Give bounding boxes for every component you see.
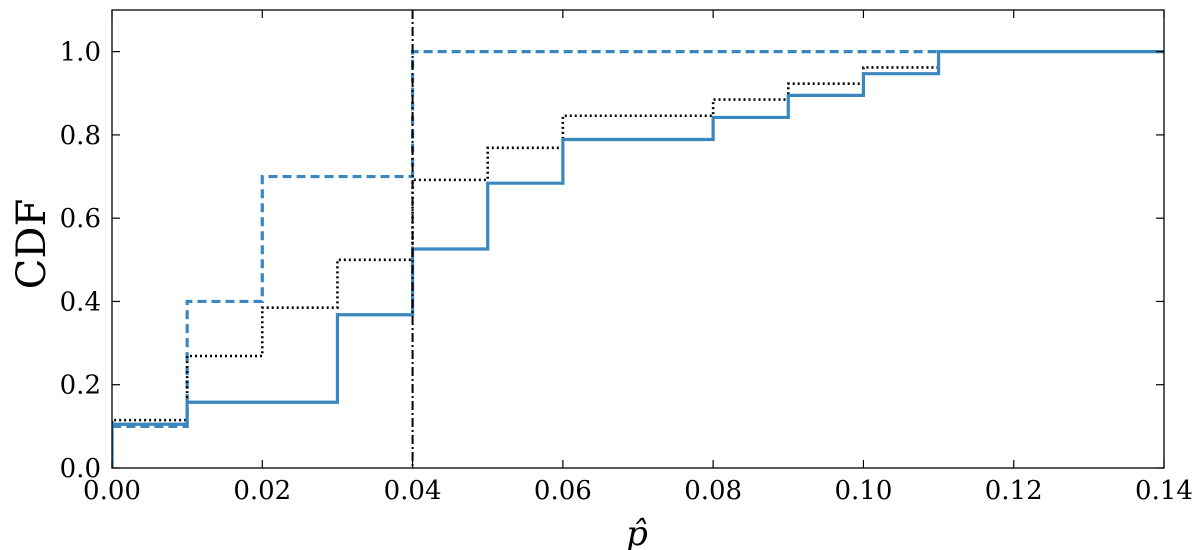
x-tick-label: 0.12 bbox=[985, 476, 1043, 506]
y-tick-label: 0.2 bbox=[60, 371, 101, 401]
y-tick-label: 0.8 bbox=[60, 121, 101, 151]
y-tick-label: 0.4 bbox=[60, 287, 101, 317]
axes-frame bbox=[111, 9, 1165, 469]
y-tick-label: 0.0 bbox=[60, 454, 101, 484]
series-line-dotted bbox=[112, 51, 940, 468]
x-axis-label: p̂ bbox=[626, 514, 648, 550]
series-line-dashed bbox=[112, 50, 939, 468]
y-tick-label: 0.6 bbox=[60, 204, 101, 234]
x-tick-label: 0.00 bbox=[83, 476, 141, 506]
ticks: 0.00 0.02 0.04 0.06 0.08 0.10 0.12 0.14 0.0 0.2 0.… bbox=[60, 10, 1193, 506]
series-group bbox=[112, 10, 1164, 468]
axes-border bbox=[111, 9, 1165, 469]
y-axis-label: CDF bbox=[9, 199, 55, 289]
x-tick-label: 0.02 bbox=[233, 476, 291, 506]
x-tick-label: 0.10 bbox=[834, 476, 892, 506]
series-line-solid bbox=[112, 50, 1164, 468]
x-tick-label: 0.04 bbox=[384, 476, 442, 506]
y-tick-label: 1.0 bbox=[60, 38, 101, 68]
x-tick-label: 0.14 bbox=[1135, 476, 1193, 506]
plot-area bbox=[112, 10, 1164, 468]
x-tick-label: 0.08 bbox=[684, 476, 742, 506]
x-tick-label: 0.06 bbox=[534, 476, 592, 506]
